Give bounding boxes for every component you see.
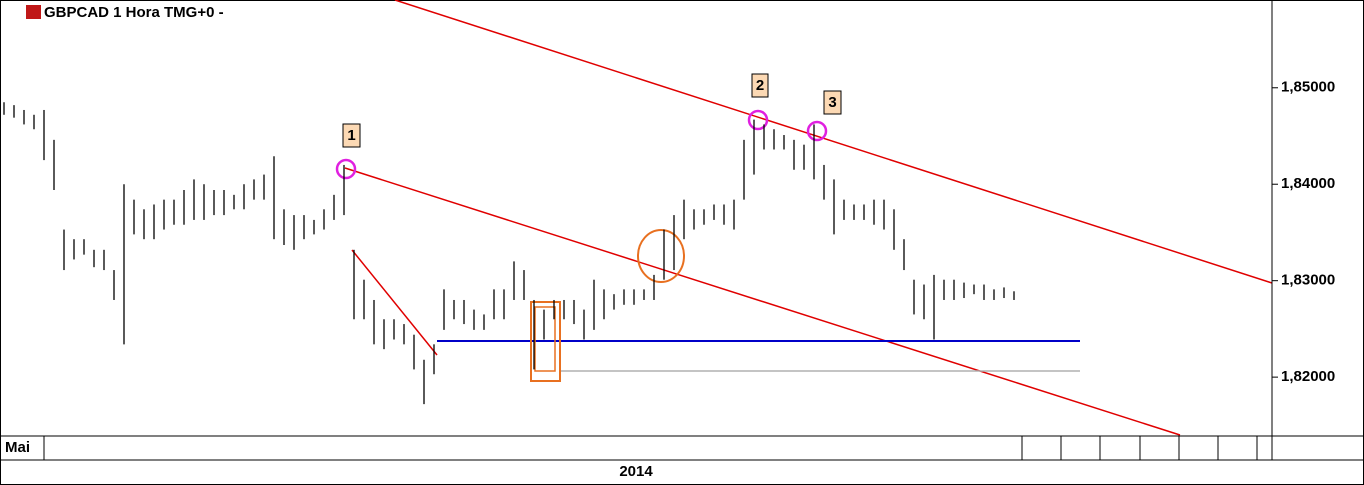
- box: [530, 301, 561, 382]
- label-box: [823, 90, 842, 115]
- y-tick-label: 1,82000: [1281, 368, 1335, 385]
- circle: [747, 109, 769, 131]
- y-tick-label: 1,84000: [1281, 175, 1335, 192]
- annotation: 3: [828, 94, 836, 111]
- label-box: [342, 123, 361, 148]
- y-tick-label: 1,85000: [1281, 79, 1335, 96]
- circle: [335, 158, 357, 180]
- label-box: [751, 73, 769, 98]
- y-tick-label: 1,83000: [1281, 272, 1335, 289]
- annotation: 1: [347, 127, 355, 144]
- circle: [637, 229, 685, 283]
- x-label: 2014: [619, 463, 653, 480]
- symbol-icon: [26, 5, 41, 19]
- annotation: 2: [756, 77, 764, 94]
- x-label: Mai: [5, 439, 30, 456]
- trend-line: [351, 249, 438, 356]
- trend-line: [344, 167, 1181, 436]
- trend-line: [394, 0, 1273, 284]
- box: [534, 306, 556, 372]
- circle: [806, 120, 828, 142]
- drawings: 1 2 3: [335, 0, 1273, 436]
- x-axis-cells: [43, 436, 1258, 460]
- chart-title: GBPCAD 1 Hora TMG+0 -: [44, 4, 224, 21]
